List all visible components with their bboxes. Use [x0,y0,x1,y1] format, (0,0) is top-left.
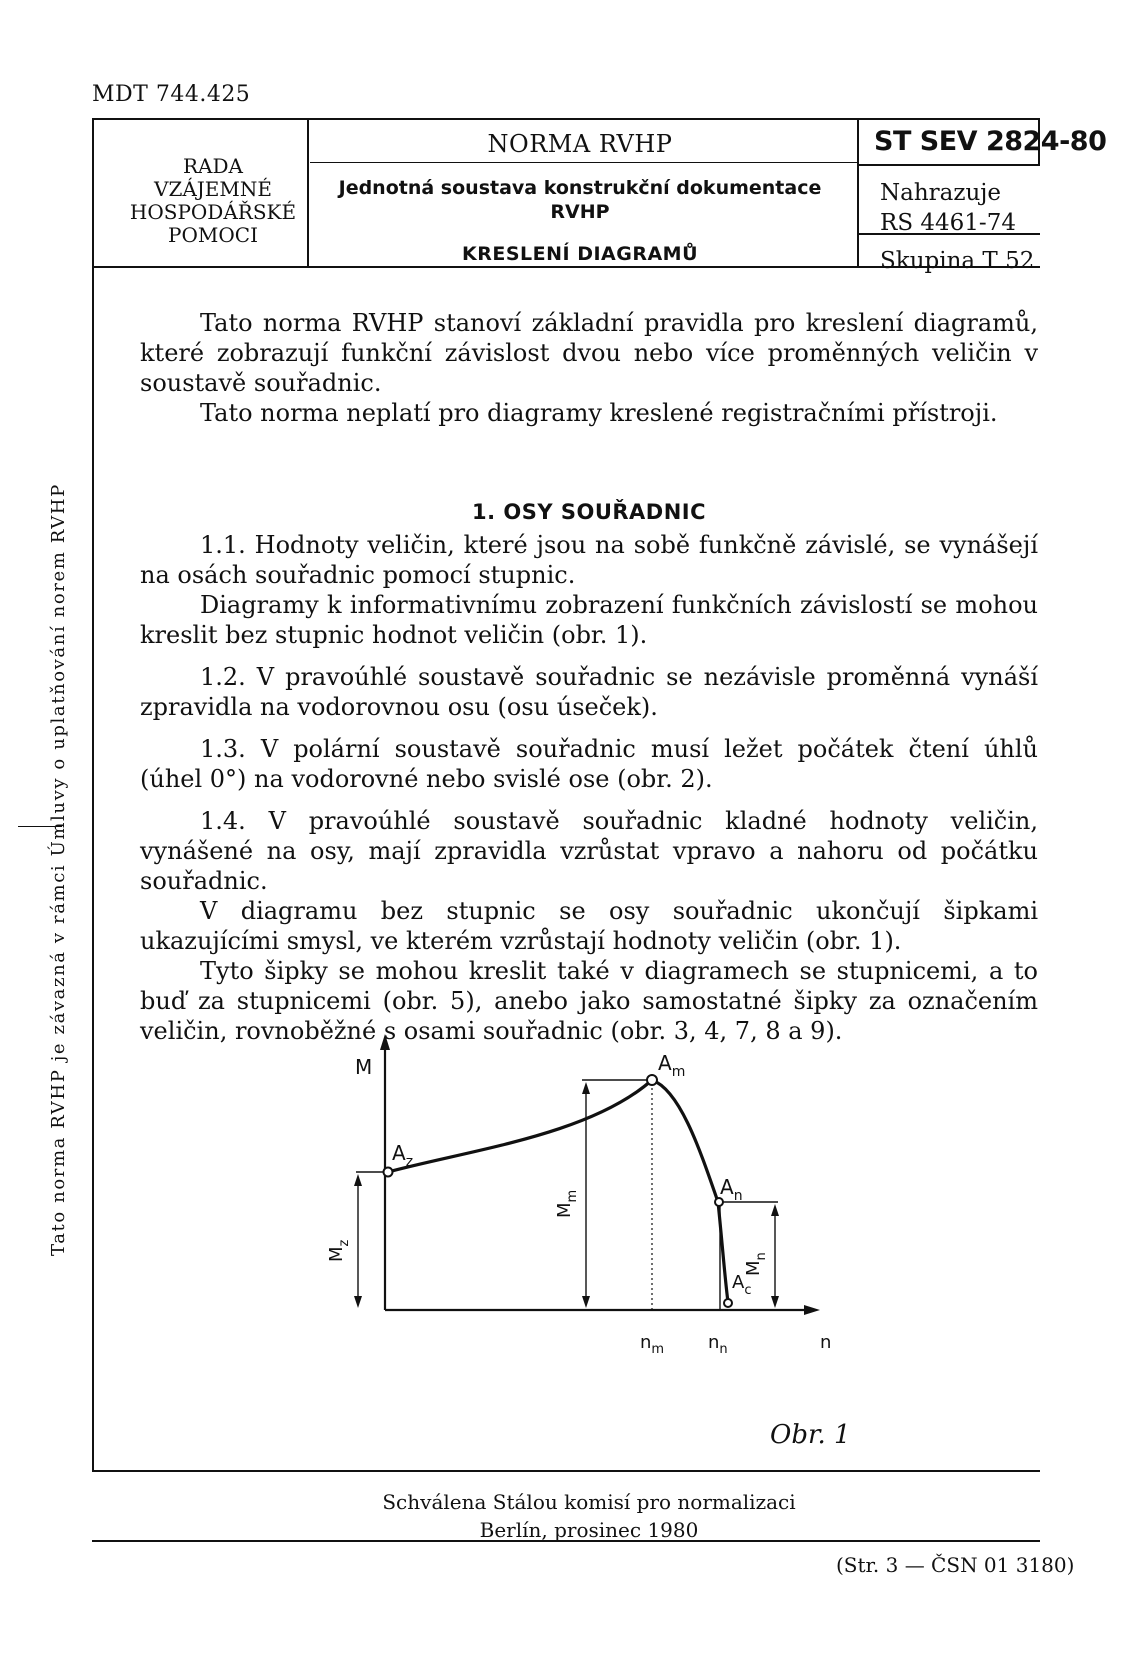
figure-caption: Obr. 1 [770,1420,851,1450]
tick-nm: nm [640,1332,664,1357]
mdt-code: MDT 744.425 [92,82,251,107]
body-paragraph: Diagramy k informativnímu zobrazení funk… [140,591,1038,649]
intro-paragraph: Tato norma neplatí pro diagramy kreslené… [200,399,998,427]
header-divider-right [857,120,859,266]
label-an: An [720,1175,743,1204]
header-divider-left [307,120,309,266]
label-mn: Mn [743,1252,769,1276]
nahrazuje-rule [859,233,1040,235]
norm-subtitle-line: RVHP [550,201,610,223]
norm-title: KRESLENÍ DIAGRAMŮ [462,243,698,265]
norm-type: NORMA RVHP [487,130,673,158]
label-ac: Ac [732,1272,751,1298]
footer-bottom-rule [92,1540,1040,1542]
page-reference: (Str. 3 — ČSN 01 3180) [836,1553,1075,1577]
body-paragraph: 1.1. Hodnoty veličin, které jsou na sobě… [140,531,1038,589]
svg-text:Mn: Mn [743,1252,769,1276]
point-an [714,1197,724,1207]
point-az [382,1166,394,1178]
council-line: VZÁJEMNÉ [154,177,272,201]
section-title: 1. OSY SOUŘADNIC [471,500,707,524]
x-axis-label: n [820,1332,831,1353]
frame-left-rule [92,118,94,1470]
council-name: RADA VZÁJEMNÉ HOSPODÁŘSKÉ POMOCI [118,155,308,247]
body-paragraph: Tyto šipky se mohou kreslit také v diagr… [140,957,1038,1045]
norma-rule [310,162,857,163]
approval-line: Schválena Stálou komisí pro normalizaci [382,1490,796,1514]
y-axis-label: M [355,1055,372,1079]
mz-arrow-bottom [354,1296,362,1308]
footer-top-rule [92,1470,1040,1472]
tick-nn: nn [708,1332,728,1357]
x-axis-arrow [804,1305,820,1315]
council-line: RADA [183,154,243,178]
point-am [646,1074,658,1086]
replaces-value: RS 4461-74 [880,210,1016,236]
mm-arrow-top [582,1082,590,1094]
mn-arrow-bottom [771,1296,779,1308]
header-top-rule [92,118,1040,120]
approval-line: Berlín, prosinec 1980 [479,1518,699,1542]
st-sev-rule [859,164,1040,166]
norm-subtitle: Jednotná soustava konstrukční dokumentac… [320,176,840,224]
mz-arrow-top [354,1174,362,1186]
svg-text:Mz: Mz [326,1239,352,1262]
approval-note: Schválena Stálou komisí pro normalizaci … [140,1488,1038,1544]
replaces-box: Nahrazuje RS 4461-74 [880,178,1016,238]
group-code: Skupina T 52 [880,248,1035,274]
figure-1-diagram: M n Az Am An Ac Mz Mm Mn nm nn [326,1034,831,1357]
y-axis-arrow [380,1034,390,1050]
norm-subtitle-line: Jednotná soustava konstrukční dokumentac… [338,177,822,199]
body-paragraph: 1.3. V polární soustavě souřadnic musí l… [140,735,1038,793]
council-line: HOSPODÁŘSKÉ [129,200,297,224]
label-mz: Mz [326,1239,352,1262]
side-note: Tato norma RVHP je závazná v rámci Úmluv… [48,483,69,1256]
label-az: Az [392,1141,413,1170]
body-paragraph: 1.2. V pravoúhlé soustavě souřadnic se n… [140,663,1038,721]
label-am: Am [658,1051,685,1080]
characteristic-curve [387,1078,730,1303]
point-ac [723,1298,733,1308]
st-sev-right-rule [1038,118,1040,164]
header-bottom-rule [92,266,1040,268]
mm-arrow-bottom [582,1296,590,1308]
council-line: POMOCI [168,223,258,247]
mn-arrow-top [771,1204,779,1216]
side-tick [18,826,62,827]
svg-text:Mm: Mm [554,1190,580,1218]
replaces-label: Nahrazuje [880,180,1002,206]
body-paragraph: V diagramu bez stupnic se osy souřadnic … [140,897,1038,955]
body-paragraph: 1.4. V pravoúhlé soustavě souřadnic klad… [140,807,1038,895]
intro-paragraph: Tato norma RVHP stanoví základní pravidl… [140,309,1038,397]
standard-number: ST SEV 2824-80 [874,126,1107,157]
label-mm: Mm [554,1190,580,1218]
